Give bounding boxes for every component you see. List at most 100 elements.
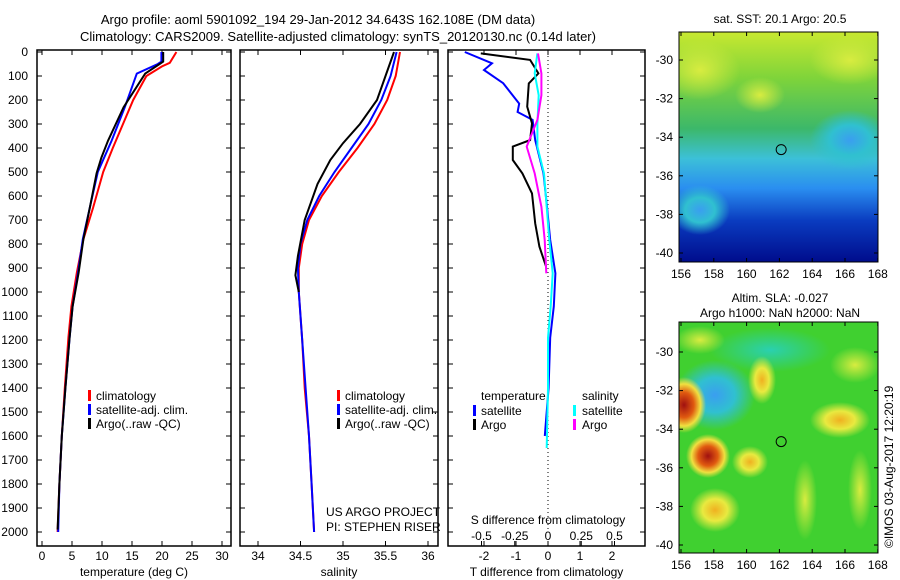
y-tick-label: 400 bbox=[8, 141, 28, 155]
argo-location-marker bbox=[775, 144, 787, 156]
y-tick-label: 1600 bbox=[1, 429, 28, 443]
legend-swatch-s-argo bbox=[573, 419, 576, 430]
s-tick-label: -0.25 bbox=[501, 529, 529, 543]
legend-label: satellite-adj. clim. bbox=[96, 403, 188, 417]
y-tick-label: 300 bbox=[8, 117, 28, 131]
lat-tick-label: -40 bbox=[656, 246, 674, 260]
legend-label: satellite bbox=[481, 404, 522, 418]
series-line-s-satellite bbox=[533, 53, 554, 449]
y-tick-label: 1900 bbox=[1, 501, 28, 515]
x-tick-label: 0 bbox=[545, 549, 552, 563]
x-tick-label: 0 bbox=[39, 549, 46, 563]
x-tick-label: 2 bbox=[609, 549, 616, 563]
legend-label: Argo bbox=[481, 418, 507, 432]
y-tick-label: 1800 bbox=[1, 477, 28, 491]
x-tick-label: 36 bbox=[421, 549, 435, 563]
argo-location-marker bbox=[775, 436, 787, 448]
s-tick-label: -0.5 bbox=[471, 529, 492, 543]
lon-tick-label: 160 bbox=[737, 558, 757, 572]
sla-map-axes: 156 158 160 162 164 166 168 -30 -32 -34 -36 -38 -40 bbox=[656, 322, 888, 572]
y-tick-label: 600 bbox=[8, 189, 28, 203]
x-tick-label: 1 bbox=[577, 549, 584, 563]
x-tick-label: -2 bbox=[479, 549, 490, 563]
lon-tick-label: 156 bbox=[671, 267, 691, 281]
legend-swatch-argo bbox=[337, 418, 340, 429]
plot-frame bbox=[36, 49, 232, 547]
lon-tick-label: 168 bbox=[868, 267, 888, 281]
y-tick-label: 2000 bbox=[1, 525, 28, 539]
lat-tick-label: -38 bbox=[656, 499, 674, 513]
y-tick-label: 0 bbox=[21, 45, 28, 59]
plot-frame bbox=[239, 49, 439, 547]
legend-swatch-t-satellite bbox=[473, 405, 476, 416]
figure-title-line1: Argo profile: aoml 5901092_194 29-Jan-20… bbox=[101, 12, 535, 27]
s-difference-axis-label: S difference from climatology bbox=[471, 513, 626, 527]
lat-tick-label: -34 bbox=[656, 130, 674, 144]
y-tick-label: 100 bbox=[8, 69, 28, 83]
lat-tick-label: -32 bbox=[656, 384, 674, 398]
x-tick-label: 34.5 bbox=[289, 549, 313, 563]
legend-swatch-satellite bbox=[88, 404, 91, 415]
sla-map-image bbox=[679, 322, 878, 553]
series-line-t-satellite bbox=[464, 51, 557, 437]
salinity-panel: 34 34.5 35 35.5 36 salinity bbox=[239, 49, 439, 579]
lon-tick-label: 166 bbox=[835, 558, 855, 572]
y-tick-label: 200 bbox=[8, 93, 28, 107]
lon-tick-label: 156 bbox=[671, 558, 691, 572]
x-tick-label: 30 bbox=[215, 549, 229, 563]
legend-swatch-t-argo bbox=[473, 419, 476, 430]
sla-map-title: Altim. SLA: -0.027 bbox=[732, 291, 829, 305]
legend-label: satellite-adj. clim. bbox=[345, 403, 437, 417]
s-tick-label: 0 bbox=[545, 529, 552, 543]
legend-swatch-s-satellite bbox=[573, 405, 576, 416]
lon-tick-label: 158 bbox=[704, 558, 724, 572]
lon-tick-label: 158 bbox=[704, 267, 724, 281]
x-tick-label: 10 bbox=[95, 549, 109, 563]
lon-tick-label: 164 bbox=[802, 558, 822, 572]
sla-map-subtitle: Argo h1000: NaN h2000: NaN bbox=[700, 306, 860, 320]
legend-swatch-climatology bbox=[337, 390, 340, 401]
legend-label: Argo(..raw -QC) bbox=[96, 417, 181, 431]
lat-tick-label: -34 bbox=[656, 422, 674, 436]
lat-tick-label: -36 bbox=[656, 461, 674, 475]
y-tick-label: 800 bbox=[8, 237, 28, 251]
salinity-legend: climatology satellite-adj. clim. Argo(..… bbox=[337, 389, 437, 431]
series-line-s-argo bbox=[525, 53, 548, 274]
legend-label: Argo(..raw -QC) bbox=[345, 417, 430, 431]
temperature-panel: 0 5 10 15 20 25 300100200300400500600700800900… bbox=[1, 45, 232, 579]
x-tick-label: 35 bbox=[336, 549, 350, 563]
difference-panel: -2 -1 0 1 2 T difference from climatology -0.5… bbox=[447, 49, 646, 579]
lon-tick-label: 164 bbox=[802, 267, 822, 281]
series-line-t-argo bbox=[480, 52, 548, 267]
lat-tick-label: -40 bbox=[656, 538, 674, 552]
sla-map-frame bbox=[678, 321, 879, 554]
legend-label: satellite bbox=[582, 404, 623, 418]
y-tick-label: 1400 bbox=[1, 381, 28, 395]
lat-tick-label: -38 bbox=[656, 207, 674, 221]
legend-label: climatology bbox=[345, 389, 405, 403]
lat-tick-label: -30 bbox=[656, 53, 674, 67]
y-tick-label: 1700 bbox=[1, 453, 28, 467]
s-tick-label: 0.25 bbox=[570, 529, 594, 543]
y-tick-label: 1100 bbox=[2, 309, 28, 323]
x-tick-label: -1 bbox=[511, 549, 522, 563]
sst-map-frame bbox=[678, 31, 879, 263]
legend-swatch-satellite bbox=[337, 404, 340, 415]
y-tick-label: 700 bbox=[8, 213, 28, 227]
y-tick-label: 900 bbox=[8, 261, 28, 275]
legend-swatch-argo bbox=[88, 418, 91, 429]
legend-heading-salinity: salinity bbox=[582, 389, 619, 403]
sst-map-axes: 156 158 160 162 164 166 168 -30 -32 -34 -36 -38 -40 bbox=[656, 32, 888, 281]
difference-legend: temperature satellite Argo salinity sate… bbox=[473, 389, 623, 432]
pi-annotation: PI: STEPHEN RISER bbox=[326, 520, 441, 534]
y-tick-label: 1500 bbox=[1, 405, 28, 419]
lat-tick-label: -30 bbox=[656, 345, 674, 359]
project-annotation: US ARGO PROJECT bbox=[326, 505, 441, 519]
x-axis-label: T difference from climatology bbox=[470, 565, 624, 579]
legend-heading-temperature: temperature bbox=[481, 389, 546, 403]
series-line-climatology bbox=[297, 51, 401, 533]
y-tick-label: 1000 bbox=[1, 285, 28, 299]
plot-frame bbox=[447, 49, 646, 547]
x-tick-label: 34 bbox=[251, 549, 265, 563]
